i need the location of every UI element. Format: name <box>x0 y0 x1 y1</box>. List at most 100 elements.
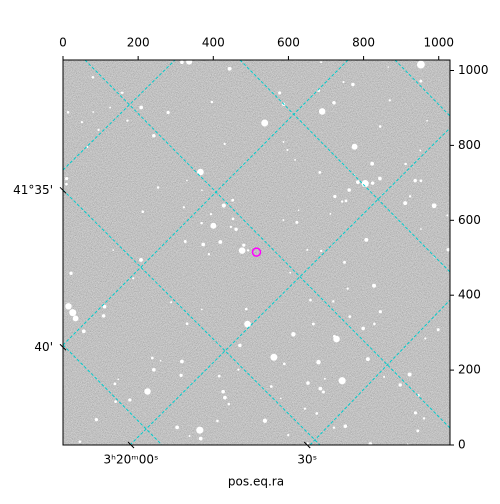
star <box>196 426 204 434</box>
star <box>355 180 360 185</box>
star <box>323 377 326 380</box>
dec-tick <box>59 343 67 351</box>
star <box>238 343 242 348</box>
star <box>419 179 423 183</box>
star <box>139 257 143 262</box>
star <box>244 307 248 311</box>
star <box>408 195 412 198</box>
star <box>424 337 427 340</box>
star <box>282 141 285 143</box>
star <box>404 162 407 166</box>
x-tick-label: 0 <box>59 36 67 50</box>
star <box>179 373 183 377</box>
y-tick-label: 800 <box>458 138 481 152</box>
y-tick-label: 1000 <box>458 63 489 77</box>
star <box>132 277 135 280</box>
star <box>364 237 369 242</box>
star <box>221 203 226 208</box>
star <box>446 214 449 217</box>
star <box>223 395 227 400</box>
star <box>378 125 382 128</box>
star <box>286 148 289 152</box>
star <box>201 242 206 247</box>
dec-tick-label: 41°35' <box>13 183 53 197</box>
star <box>238 247 246 254</box>
star <box>270 353 278 361</box>
star <box>91 75 95 79</box>
star <box>320 61 323 64</box>
ra-tick-label: 30ˢ <box>297 453 317 467</box>
star <box>282 219 285 221</box>
star <box>159 359 162 362</box>
star <box>94 418 99 422</box>
y-tick-label: 600 <box>458 213 481 227</box>
star <box>370 161 375 166</box>
star <box>279 397 282 400</box>
star <box>69 271 73 275</box>
star <box>348 315 352 319</box>
star <box>186 60 193 65</box>
star <box>306 248 309 251</box>
star <box>347 188 351 192</box>
star <box>200 221 203 225</box>
star <box>346 287 349 290</box>
star <box>234 227 238 232</box>
star <box>318 170 322 174</box>
star <box>81 329 86 334</box>
star <box>340 200 344 203</box>
star <box>65 182 68 186</box>
star <box>180 60 184 65</box>
star <box>419 149 422 152</box>
star <box>407 372 412 377</box>
star <box>210 100 214 104</box>
y-tick-label: 200 <box>458 363 481 377</box>
star <box>315 412 319 415</box>
star <box>64 176 69 181</box>
star <box>332 426 336 429</box>
ra-tick <box>127 441 135 449</box>
x-tick-label: 800 <box>352 36 375 50</box>
star <box>218 240 223 244</box>
star <box>216 419 219 423</box>
star <box>289 271 292 274</box>
star <box>207 253 211 256</box>
star <box>102 304 107 309</box>
star <box>361 326 365 331</box>
star <box>282 362 286 366</box>
star <box>343 424 348 429</box>
star <box>319 249 323 253</box>
star <box>72 315 79 322</box>
star <box>139 105 144 110</box>
star <box>426 119 428 122</box>
star <box>101 314 106 318</box>
star <box>223 142 226 146</box>
star <box>114 400 117 403</box>
star <box>297 209 300 211</box>
star <box>182 206 186 209</box>
star <box>373 322 376 326</box>
ra-tick-label: 3ʰ20ᵐ00ˢ <box>104 453 159 467</box>
star <box>183 240 187 243</box>
star <box>141 210 145 214</box>
star <box>388 99 391 102</box>
star <box>120 91 123 94</box>
star <box>318 386 323 391</box>
star <box>413 178 417 183</box>
star <box>446 247 450 252</box>
star <box>244 320 251 328</box>
star <box>262 418 268 423</box>
star <box>303 407 307 410</box>
star <box>117 378 120 381</box>
star <box>431 203 437 209</box>
star <box>80 120 84 124</box>
star <box>343 260 346 264</box>
star <box>329 212 332 215</box>
star <box>403 201 408 206</box>
star <box>152 367 156 372</box>
star <box>201 189 203 192</box>
star <box>316 359 321 365</box>
star <box>370 181 375 185</box>
star <box>333 194 337 199</box>
x-tick-label: 600 <box>277 36 300 50</box>
